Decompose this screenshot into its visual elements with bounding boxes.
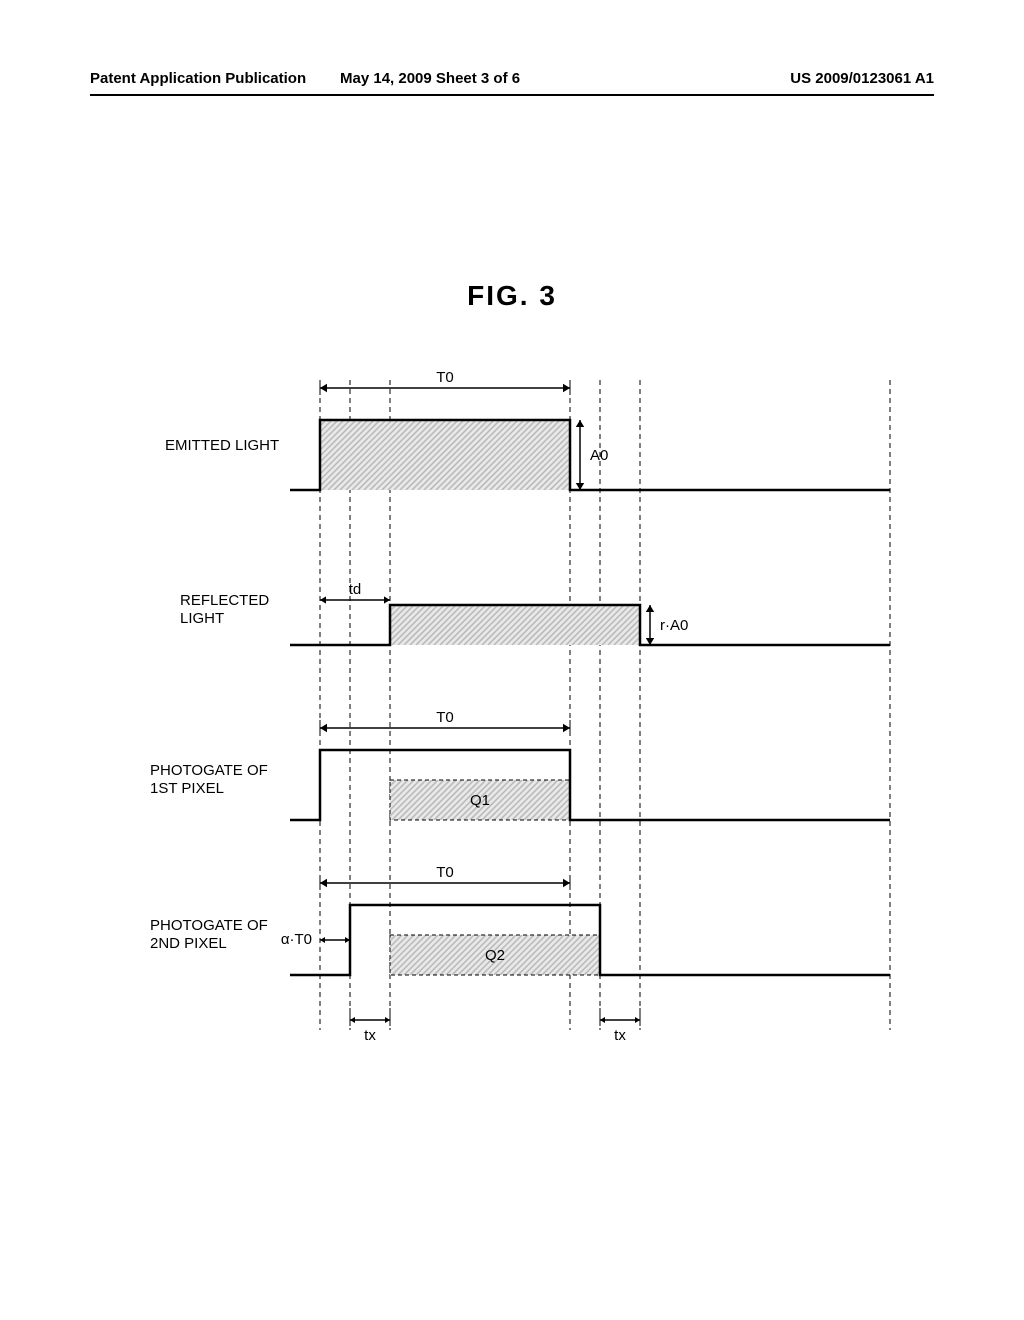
svg-text:tx: tx xyxy=(364,1027,376,1044)
diagram-svg: EMITTED LIGHT A0 T0 REFLECTEDLIGHT r·A0 td PHO… xyxy=(90,370,934,1090)
svg-text:REFLECTEDLIGHT: REFLECTEDLIGHT xyxy=(180,592,269,627)
svg-text:tx: tx xyxy=(614,1027,626,1044)
figure-title: FIG. 3 xyxy=(90,280,934,312)
svg-text:PHOTOGATE OF1ST PIXEL: PHOTOGATE OF1ST PIXEL xyxy=(150,762,268,797)
svg-text:td: td xyxy=(349,581,362,598)
header-mid: May 14, 2009 Sheet 3 of 6 xyxy=(340,70,520,87)
svg-text:EMITTED LIGHT: EMITTED LIGHT xyxy=(165,437,279,454)
svg-text:Q1: Q1 xyxy=(470,792,490,809)
header-left: Patent Application Publication xyxy=(90,70,306,87)
svg-text:A0: A0 xyxy=(590,447,608,464)
timing-diagram: EMITTED LIGHT A0 T0 REFLECTEDLIGHT r·A0 td PHO… xyxy=(90,370,934,1120)
svg-text:T0: T0 xyxy=(436,709,454,726)
header-rule xyxy=(90,94,934,96)
svg-text:PHOTOGATE OF2ND PIXEL: PHOTOGATE OF2ND PIXEL xyxy=(150,917,268,952)
header-right: US 2009/0123061 A1 xyxy=(790,70,934,87)
svg-text:α·T0: α·T0 xyxy=(281,931,312,948)
svg-text:Q2: Q2 xyxy=(485,947,505,964)
page-container: Patent Application Publication May 14, 2… xyxy=(90,70,934,1250)
svg-text:T0: T0 xyxy=(436,864,454,881)
svg-text:r·A0: r·A0 xyxy=(660,617,688,634)
svg-text:T0: T0 xyxy=(436,370,454,386)
